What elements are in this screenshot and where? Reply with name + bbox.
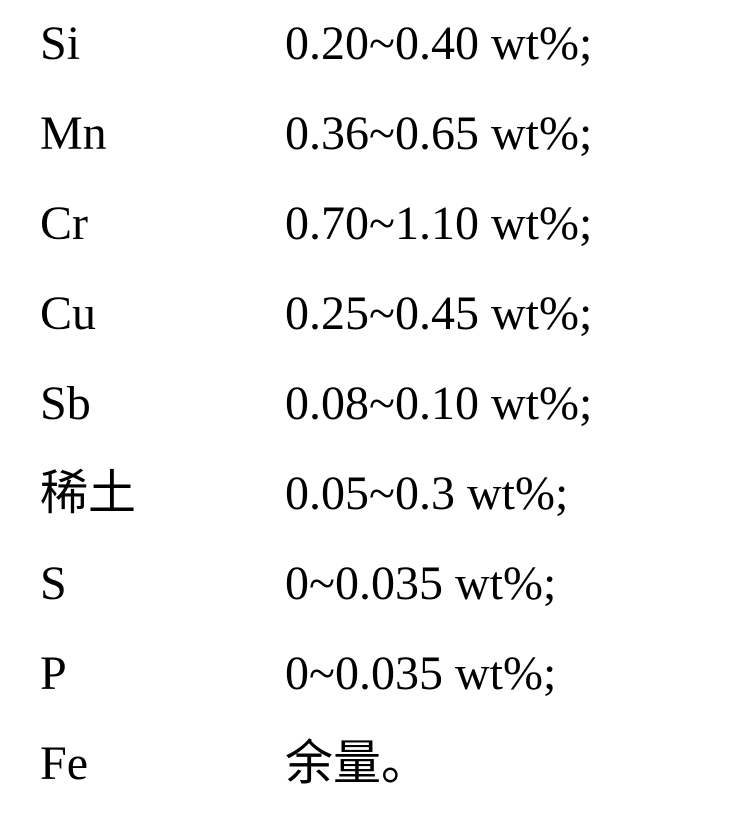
element-symbol: S xyxy=(40,560,285,608)
table-row: S 0~0.035 wt%; xyxy=(40,560,739,650)
element-value: 0.25~0.45 wt%; xyxy=(285,290,592,338)
element-symbol: P xyxy=(40,650,285,698)
table-row: Si 0.20~0.40 wt%; xyxy=(40,20,739,110)
element-symbol: Cu xyxy=(40,290,285,338)
element-symbol: Cr xyxy=(40,200,285,248)
table-row: Cu 0.25~0.45 wt%; xyxy=(40,290,739,380)
element-symbol: Fe xyxy=(40,740,285,788)
element-value: 0~0.035 wt%; xyxy=(285,650,556,698)
element-value: 0.36~0.65 wt%; xyxy=(285,110,592,158)
element-value: 0.70~1.10 wt%; xyxy=(285,200,592,248)
element-value: 0.08~0.10 wt%; xyxy=(285,380,592,428)
element-symbol: Sb xyxy=(40,380,285,428)
composition-table: Si 0.20~0.40 wt%; Mn 0.36~0.65 wt%; Cr 0… xyxy=(0,0,739,838)
element-symbol: 稀土 xyxy=(40,470,285,518)
table-row: P 0~0.035 wt%; xyxy=(40,650,739,740)
element-value: 0.05~0.3 wt%; xyxy=(285,470,568,518)
element-symbol: Si xyxy=(40,20,285,68)
table-row: Mn 0.36~0.65 wt%; xyxy=(40,110,739,200)
table-row: Fe 余量。 xyxy=(40,740,739,830)
table-row: Sb 0.08~0.10 wt%; xyxy=(40,380,739,470)
element-value: 0.20~0.40 wt%; xyxy=(285,20,592,68)
element-value: 余量。 xyxy=(285,740,429,788)
table-row: 稀土 0.05~0.3 wt%; xyxy=(40,470,739,560)
element-symbol: Mn xyxy=(40,110,285,158)
element-value: 0~0.035 wt%; xyxy=(285,560,556,608)
table-row: Cr 0.70~1.10 wt%; xyxy=(40,200,739,290)
